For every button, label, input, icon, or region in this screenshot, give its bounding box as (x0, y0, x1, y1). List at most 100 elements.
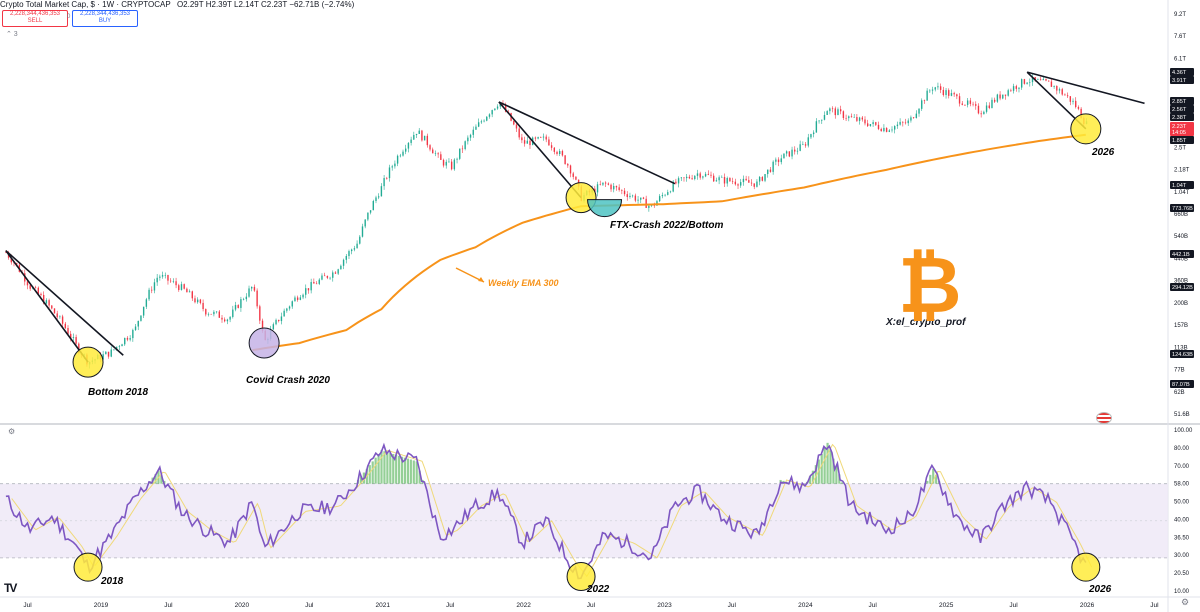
candle-body[interactable] (634, 195, 637, 201)
candle-body[interactable] (407, 142, 410, 149)
candle-body[interactable] (494, 108, 496, 111)
candle-body[interactable] (969, 100, 972, 104)
time-axis[interactable]: Jul 2019 Jul 2020 Jul 2021 Jul 2022 Jul 2023 Jul 20… (23, 602, 1159, 609)
candle-body[interactable] (818, 120, 820, 122)
candle-body[interactable] (426, 135, 429, 146)
candle-body[interactable] (966, 100, 969, 105)
candle-body[interactable] (688, 176, 691, 179)
candle-body[interactable] (361, 226, 364, 237)
candle-body[interactable] (572, 173, 574, 177)
candle-body[interactable] (891, 129, 893, 131)
candle-body[interactable] (399, 155, 402, 157)
candle-body[interactable] (169, 280, 172, 282)
candle-body[interactable] (1029, 82, 1031, 83)
candle-body[interactable] (472, 129, 474, 135)
candle-body[interactable] (950, 93, 953, 96)
candle-body[interactable] (775, 159, 777, 162)
candle-body[interactable] (1039, 79, 1042, 81)
candle-body[interactable] (523, 140, 526, 144)
candle-body[interactable] (931, 89, 934, 91)
candle-body[interactable] (704, 173, 707, 177)
candle-body[interactable] (504, 105, 507, 112)
candle-body[interactable] (753, 183, 755, 187)
candle-body[interactable] (348, 251, 350, 257)
candle-body[interactable] (237, 305, 239, 308)
candle-body[interactable] (496, 106, 499, 109)
candle-body[interactable] (153, 282, 156, 291)
candle-body[interactable] (648, 205, 650, 208)
candle-body[interactable] (1069, 96, 1072, 102)
candle-body[interactable] (737, 184, 739, 186)
candle-body[interactable] (880, 128, 882, 132)
candle-body[interactable] (251, 286, 253, 289)
candle-body[interactable] (942, 89, 945, 96)
candle-body[interactable] (126, 337, 129, 340)
candle-body[interactable] (353, 248, 356, 250)
candle-body[interactable] (996, 94, 999, 102)
candle-body[interactable] (683, 177, 685, 179)
candle-body[interactable] (1061, 89, 1063, 95)
candle-body[interactable] (740, 182, 742, 186)
candle-body[interactable] (234, 305, 237, 310)
candle-body[interactable] (1048, 80, 1050, 82)
candle-body[interactable] (375, 197, 377, 201)
candle-body[interactable] (721, 177, 723, 178)
candle-body[interactable] (983, 111, 985, 115)
candle-body[interactable] (145, 299, 148, 307)
candle-body[interactable] (615, 185, 618, 188)
candle-body[interactable] (845, 117, 847, 119)
candle-body[interactable] (642, 197, 645, 199)
candle-body[interactable] (226, 319, 229, 322)
candle-body[interactable] (278, 319, 280, 322)
candle-body[interactable] (364, 219, 366, 227)
candle-body[interactable] (629, 195, 631, 198)
candle-body[interactable] (948, 90, 950, 96)
candle-body[interactable] (794, 149, 796, 152)
candle-body[interactable] (653, 205, 655, 206)
candle-body[interactable] (980, 113, 982, 115)
candle-body[interactable] (715, 180, 718, 182)
candle-body[interactable] (904, 122, 907, 124)
candle-body[interactable] (188, 291, 191, 293)
candle-body[interactable] (245, 296, 248, 300)
candle-body[interactable] (613, 185, 615, 190)
candle-body[interactable] (275, 319, 277, 325)
candle-body[interactable] (48, 300, 50, 306)
candle-body[interactable] (115, 346, 118, 350)
candle-body[interactable] (1012, 86, 1015, 91)
candle-body[interactable] (750, 182, 753, 184)
candle-body[interactable] (53, 308, 56, 314)
rsi-axis[interactable]: 100.00 80.00 70.00 58.00 50.00 40.00 36.50 30.0… (1174, 428, 1193, 595)
candle-body[interactable] (377, 196, 380, 198)
candle-body[interactable] (172, 281, 175, 282)
candle-body[interactable] (664, 194, 666, 196)
candle-body[interactable] (958, 96, 961, 104)
candle-body[interactable] (661, 195, 664, 197)
candle-body[interactable] (602, 182, 604, 185)
candle-body[interactable] (183, 284, 185, 289)
candle-body[interactable] (448, 161, 450, 163)
candle-body[interactable] (807, 137, 809, 146)
buy-button[interactable]: 2,228,344,436,353 BUY (72, 10, 138, 27)
candle-body[interactable] (777, 159, 780, 163)
candle-body[interactable] (318, 279, 320, 284)
candle-body[interactable] (764, 174, 766, 181)
candle-body[interactable] (553, 147, 556, 152)
candle-body[interactable] (232, 309, 234, 317)
candle-body[interactable] (345, 256, 347, 260)
candle-body[interactable] (240, 299, 242, 308)
candle-body[interactable] (1075, 100, 1077, 108)
candle-body[interactable] (310, 282, 312, 291)
candle-body[interactable] (129, 338, 131, 340)
candle-body[interactable] (26, 281, 29, 286)
candle-body[interactable] (483, 120, 485, 122)
candle-body[interactable] (645, 198, 647, 208)
candle-body[interactable] (937, 86, 939, 88)
candle-body[interactable] (313, 282, 315, 284)
candle-body[interactable] (1058, 89, 1061, 91)
candle-body[interactable] (434, 153, 437, 154)
candle-body[interactable] (726, 178, 728, 184)
candle-body[interactable] (696, 173, 699, 176)
trendline[interactable] (5, 250, 89, 363)
candle-body[interactable] (869, 124, 872, 127)
